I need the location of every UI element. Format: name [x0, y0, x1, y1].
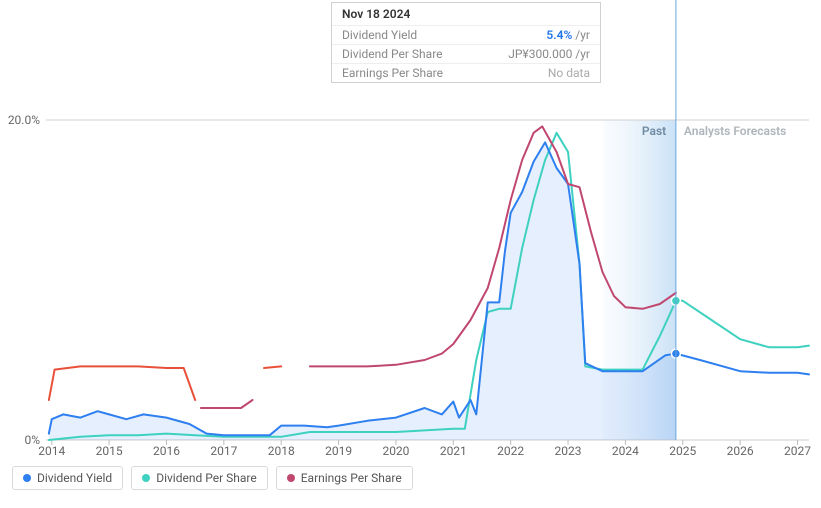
x-tick-label: 2024	[612, 444, 639, 458]
hover-tooltip: Nov 18 2024 Dividend Yield5.4% /yrDivide…	[331, 2, 601, 83]
tooltip-label: Earnings Per Share	[342, 66, 443, 80]
x-tick-label: 2022	[497, 444, 524, 458]
tooltip-value: No data	[548, 66, 590, 80]
tooltip-label: Dividend Per Share	[342, 47, 443, 61]
x-tick-label: 2025	[669, 444, 696, 458]
x-tick-label: 2021	[440, 444, 467, 458]
x-tick-label: 2017	[210, 444, 237, 458]
legend: Dividend Yield Dividend Per Share Earnings…	[12, 466, 413, 490]
x-tick-label: 2016	[153, 444, 180, 458]
legend-dot	[23, 474, 31, 482]
x-tick-label: 2027	[784, 444, 811, 458]
x-tick-label: 2020	[382, 444, 409, 458]
tooltip-date: Nov 18 2024	[332, 3, 600, 25]
chart-zone: 0%20.0% Past Analysts Forecasts 2014 2015 2…	[0, 100, 821, 460]
tooltip-row: Dividend Yield 5.4% /yr	[332, 25, 600, 44]
legend-label: Dividend Yield	[37, 471, 112, 485]
legend-label: Dividend Per Share	[156, 471, 257, 485]
x-tick-label: 2023	[555, 444, 582, 458]
tooltip-value: JP¥300.000 /yr	[508, 47, 590, 61]
x-tick-label: 2026	[727, 444, 754, 458]
legend-dot	[287, 474, 295, 482]
y-tick-label: 20.0%	[8, 113, 40, 127]
x-tick-label: 2015	[96, 444, 123, 458]
x-tick-label: 2019	[325, 444, 352, 458]
past-label: Past	[642, 124, 666, 138]
legend-dot	[142, 474, 150, 482]
forecast-label: Analysts Forecasts	[684, 124, 786, 138]
y-axis-ticks: 0%20.0%	[0, 120, 44, 440]
tooltip-value: 5.4% /yr	[546, 28, 590, 42]
legend-item-dividend-yield[interactable]: Dividend Yield	[12, 466, 123, 490]
legend-item-earnings-per-share[interactable]: Earnings Per Share	[276, 466, 413, 490]
legend-item-dividend-per-share[interactable]: Dividend Per Share	[131, 466, 268, 490]
tooltip-row: Dividend Per Share JP¥300.000 /yr	[332, 44, 600, 63]
legend-label: Earnings Per Share	[301, 471, 402, 485]
x-tick-label: 2018	[268, 444, 295, 458]
plot-area[interactable]: Past Analysts Forecasts	[46, 120, 809, 440]
chart-container: Nov 18 2024 Dividend Yield5.4% /yrDivide…	[0, 0, 821, 508]
tooltip-label: Dividend Yield	[342, 28, 417, 42]
x-tick-label: 2014	[38, 444, 65, 458]
tooltip-row: Earnings Per Share No data	[332, 63, 600, 82]
